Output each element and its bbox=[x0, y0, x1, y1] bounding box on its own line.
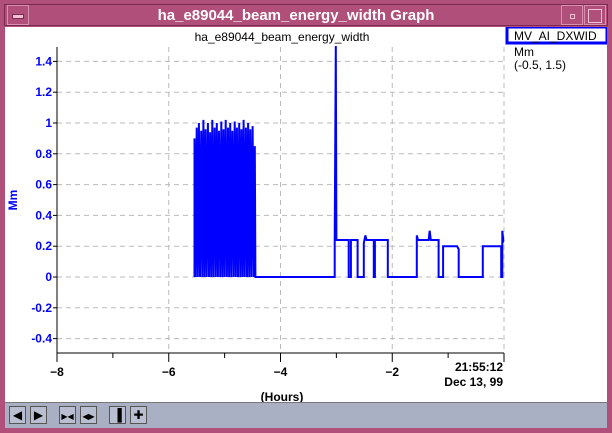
scroll-left-icon: ◀ bbox=[12, 408, 23, 422]
y-tick-label: 0.4 bbox=[35, 208, 52, 222]
chart-title: ha_e89044_beam_energy_width bbox=[195, 30, 370, 44]
menu-icon bbox=[12, 14, 24, 19]
x-tick-label: −6 bbox=[162, 365, 176, 379]
y-tick-label: 1.4 bbox=[35, 54, 52, 68]
crosshair-icon: ✚ bbox=[133, 408, 144, 422]
plot-panel: ha_e89044_beam_energy_width 1.4 1.2 1 0.8 0.… bbox=[5, 25, 609, 404]
window-menu-button[interactable] bbox=[7, 5, 29, 25]
legend-units: Mm bbox=[514, 45, 534, 59]
title-bar[interactable]: ha_e89044_beam_energy_width Graph bbox=[4, 4, 608, 26]
scroll-right-button[interactable]: ▶ bbox=[30, 406, 47, 424]
y-axis-label: Mm bbox=[6, 190, 20, 211]
y-tick-label: -0.2 bbox=[31, 301, 52, 315]
chart: ha_e89044_beam_energy_width 1.4 1.2 1 0.8 0.… bbox=[6, 25, 609, 404]
zoom-out-x-button[interactable]: ◀▶ bbox=[80, 406, 97, 424]
crosshair-button[interactable]: ✚ bbox=[130, 406, 147, 424]
pin-icon: ▐ bbox=[113, 408, 122, 422]
maximize-button[interactable] bbox=[584, 5, 606, 25]
zoom-in-x-button[interactable]: ▶◀ bbox=[59, 406, 76, 424]
scroll-left-button[interactable]: ◀ bbox=[9, 406, 26, 424]
scroll-right-icon: ▶ bbox=[33, 408, 44, 422]
zoom-out-x-icon: ◀▶ bbox=[82, 412, 95, 421]
minimize-button[interactable] bbox=[561, 5, 583, 25]
y-tick-label: 1 bbox=[45, 116, 52, 130]
x-axis-label: (Hours) bbox=[261, 390, 304, 402]
end-time-label: 21:55:12 bbox=[455, 360, 503, 374]
y-tick-label: 0.2 bbox=[35, 239, 52, 253]
zoom-in-x-icon: ▶◀ bbox=[61, 412, 74, 421]
y-tick-label: -0.4 bbox=[31, 332, 52, 346]
series-line bbox=[193, 45, 505, 278]
minimize-icon bbox=[570, 14, 575, 19]
y-tick-label: 0.6 bbox=[35, 178, 52, 192]
window-title: ha_e89044_beam_energy_width Graph bbox=[157, 7, 435, 24]
legend-range: (-0.5, 1.5) bbox=[514, 58, 566, 72]
legend-label: MV_AI_DXWID bbox=[514, 29, 597, 43]
x-tick-label: −4 bbox=[274, 365, 288, 379]
maximize-icon bbox=[588, 9, 602, 23]
x-tick-label: −8 bbox=[50, 365, 64, 379]
y-tick-label: 0 bbox=[45, 270, 52, 284]
y-tick-label: 1.2 bbox=[35, 85, 52, 99]
y-tick-label: 0.8 bbox=[35, 147, 52, 161]
pin-button[interactable]: ▐ bbox=[109, 406, 126, 424]
end-date-label: Dec 13, 99 bbox=[444, 375, 503, 389]
toolbar: ◀ ▶ ▶◀ ◀▶ ▐ ✚ bbox=[5, 402, 607, 428]
x-tick-label: −2 bbox=[385, 365, 399, 379]
